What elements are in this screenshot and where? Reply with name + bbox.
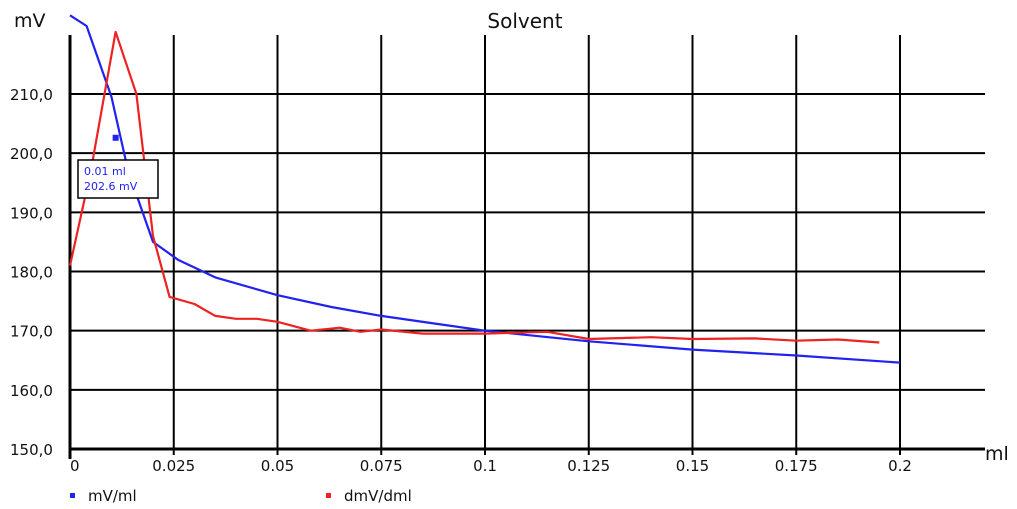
legend-label-mv-ml: mV/ml — [88, 487, 137, 505]
y-tick-label: 160,0 — [10, 382, 53, 400]
tick-labels: 0 0.025 0.05 0.075 0.1 0.125 0.15 0.175 0.2 150,0… — [10, 86, 912, 475]
legend: mV/ml dmV/dml — [70, 487, 412, 505]
y-tick-label: 190,0 — [10, 204, 53, 222]
x-tick-label: 0 — [70, 457, 80, 475]
x-axis-label: ml — [985, 443, 1009, 465]
x-tick-label: 0.2 — [888, 457, 912, 475]
legend-marker-dmv-dml — [326, 493, 331, 498]
tooltip-y-value: 202.6 mV — [84, 180, 138, 193]
y-tick-label: 200,0 — [10, 145, 53, 163]
y-tick-label: 210,0 — [10, 86, 53, 104]
tooltip: 0.01 ml 202.6 mV — [77, 134, 159, 199]
y-tick-label: 150,0 — [10, 441, 53, 459]
x-tick-label: 0.125 — [567, 457, 610, 475]
y-tick-label: 170,0 — [10, 323, 53, 341]
x-tick-label: 0.05 — [261, 457, 294, 475]
x-tick-label: 0.15 — [676, 457, 709, 475]
legend-label-dmv-dml: dmV/dml — [344, 487, 412, 505]
legend-marker-mv-ml — [70, 493, 75, 498]
x-tick-label: 0.1 — [473, 457, 497, 475]
series-line-dmv-dml — [68, 30, 880, 344]
x-tick-label: 0.025 — [152, 457, 195, 475]
tooltip-point — [112, 134, 119, 141]
chart-title: Solvent — [487, 9, 562, 33]
tooltip-box — [77, 159, 159, 199]
series-line-mv-ml — [69, 14, 901, 364]
y-tick-label: 180,0 — [10, 264, 53, 282]
axes — [68, 35, 985, 459]
grid — [70, 35, 985, 449]
series — [68, 14, 901, 364]
x-tick-label: 0.175 — [775, 457, 818, 475]
x-tick-label: 0.075 — [360, 457, 403, 475]
tooltip-x-value: 0.01 ml — [84, 165, 126, 178]
y-axis-label: mV — [14, 10, 46, 32]
